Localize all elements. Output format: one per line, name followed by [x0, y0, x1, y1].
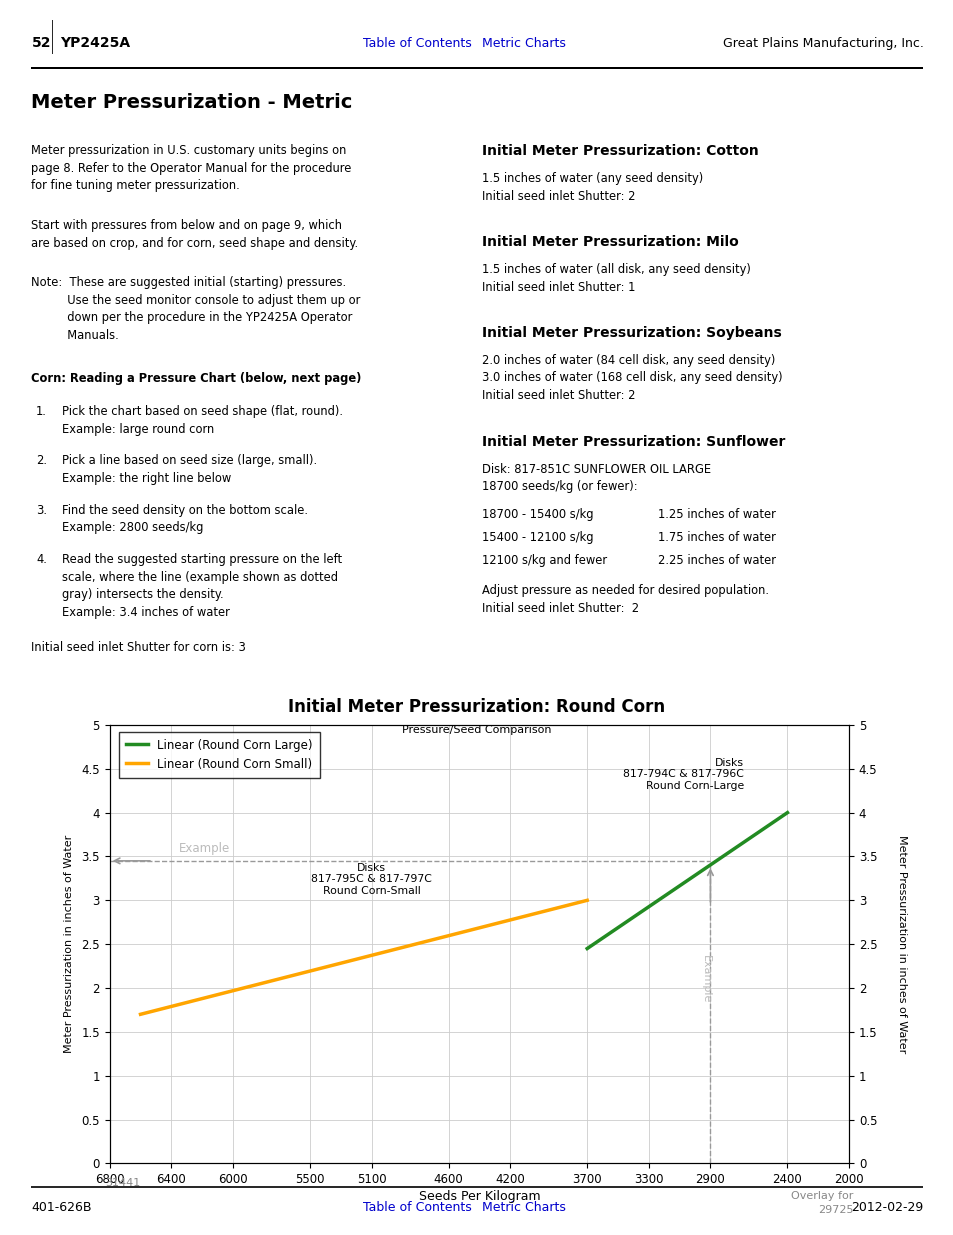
Text: 2.25 inches of water: 2.25 inches of water: [658, 553, 776, 567]
Text: 18700 - 15400 s/kg: 18700 - 15400 s/kg: [481, 509, 593, 521]
Text: 1.25 inches of water: 1.25 inches of water: [658, 509, 776, 521]
Text: Great Plains Manufacturing, Inc.: Great Plains Manufacturing, Inc.: [721, 37, 923, 49]
Y-axis label: Meter Pressurization in inches of Water: Meter Pressurization in inches of Water: [896, 835, 906, 1053]
Text: Example: Example: [179, 842, 230, 855]
Legend: Linear (Round Corn Large), Linear (Round Corn Small): Linear (Round Corn Large), Linear (Round…: [119, 731, 319, 778]
Text: Disk: 817-851C SUNFLOWER OIL LARGE
18700 seeds/kg (or fewer):: Disk: 817-851C SUNFLOWER OIL LARGE 18700…: [481, 462, 710, 493]
Text: 12100 s/kg and fewer: 12100 s/kg and fewer: [481, 553, 606, 567]
Text: Pressure/Seed Comparison: Pressure/Seed Comparison: [402, 725, 551, 735]
Text: Metric Charts: Metric Charts: [481, 1202, 565, 1214]
Text: Initial Meter Pressurization: Cotton: Initial Meter Pressurization: Cotton: [481, 144, 758, 158]
Text: Meter pressurization in U.S. customary units begins on
page 8. Refer to the Oper: Meter pressurization in U.S. customary u…: [31, 144, 352, 193]
Text: YP2425A: YP2425A: [60, 36, 131, 51]
Text: 2.: 2.: [36, 454, 48, 468]
Text: 401-626B: 401-626B: [31, 1202, 91, 1214]
Text: Initial Meter Pressurization: Milo: Initial Meter Pressurization: Milo: [481, 236, 738, 249]
Text: 2012-02-29: 2012-02-29: [850, 1202, 923, 1214]
Text: 2.0 inches of water (84 cell disk, any seed density)
3.0 inches of water (168 ce: 2.0 inches of water (84 cell disk, any s…: [481, 353, 781, 401]
Text: Initial Meter Pressurization: Round Corn: Initial Meter Pressurization: Round Corn: [288, 698, 665, 716]
Text: Disks
817-795C & 817-797C
Round Corn-Small: Disks 817-795C & 817-797C Round Corn-Sma…: [311, 863, 432, 895]
Text: Table of Contents: Table of Contents: [362, 1202, 471, 1214]
Y-axis label: Meter Pressurization in inches of Water: Meter Pressurization in inches of Water: [65, 835, 74, 1053]
Text: Pick a line based on seed size (large, small).
Example: the right line below: Pick a line based on seed size (large, s…: [62, 454, 316, 485]
Text: Find the seed density on the bottom scale.
Example: 2800 seeds/kg: Find the seed density on the bottom scal…: [62, 504, 308, 535]
Text: Note:  These are suggested initial (starting) pressures.
          Use the seed : Note: These are suggested initial (start…: [31, 277, 360, 342]
Text: Metric Charts: Metric Charts: [481, 37, 565, 49]
Text: Corn: Reading a Pressure Chart (below, next page): Corn: Reading a Pressure Chart (below, n…: [31, 373, 361, 385]
Text: 1.: 1.: [36, 405, 47, 419]
Text: 29725: 29725: [818, 1205, 853, 1215]
Text: Overlay for: Overlay for: [791, 1191, 853, 1200]
Text: 15400 - 12100 s/kg: 15400 - 12100 s/kg: [481, 531, 593, 545]
Text: 3.: 3.: [36, 504, 48, 517]
Text: Start with pressures from below and on page 9, which
are based on crop, and for : Start with pressures from below and on p…: [31, 220, 358, 249]
Text: Table of Contents: Table of Contents: [362, 37, 471, 49]
Text: Read the suggested starting pressure on the left
scale, where the line (example : Read the suggested starting pressure on …: [62, 553, 342, 619]
Text: 4.: 4.: [36, 553, 47, 567]
Text: 52: 52: [31, 36, 51, 51]
Text: Meter Pressurization - Metric: Meter Pressurization - Metric: [31, 93, 353, 111]
X-axis label: Seeds Per Kilogram: Seeds Per Kilogram: [418, 1191, 539, 1203]
Text: Adjust pressure as needed for desired population.
Initial seed inlet Shutter:  2: Adjust pressure as needed for desired po…: [481, 584, 768, 615]
Text: Initial Meter Pressurization: Soybeans: Initial Meter Pressurization: Soybeans: [481, 326, 781, 340]
Text: 1.5 inches of water (any seed density)
Initial seed inlet Shutter: 2: 1.5 inches of water (any seed density) I…: [481, 173, 702, 203]
Text: 31441: 31441: [105, 1178, 140, 1188]
Text: Initial seed inlet Shutter for corn is: 3: Initial seed inlet Shutter for corn is: …: [31, 641, 246, 655]
Text: Initial Meter Pressurization: Sunflower: Initial Meter Pressurization: Sunflower: [481, 435, 784, 448]
Text: Example: Example: [700, 955, 710, 1003]
Text: 1.75 inches of water: 1.75 inches of water: [658, 531, 776, 545]
Text: Disks
817-794C & 817-796C
Round Corn-Large: Disks 817-794C & 817-796C Round Corn-Lar…: [623, 757, 743, 790]
Text: 1.5 inches of water (all disk, any seed density)
Initial seed inlet Shutter: 1: 1.5 inches of water (all disk, any seed …: [481, 263, 750, 294]
Text: Pick the chart based on seed shape (flat, round).
Example: large round corn: Pick the chart based on seed shape (flat…: [62, 405, 343, 436]
